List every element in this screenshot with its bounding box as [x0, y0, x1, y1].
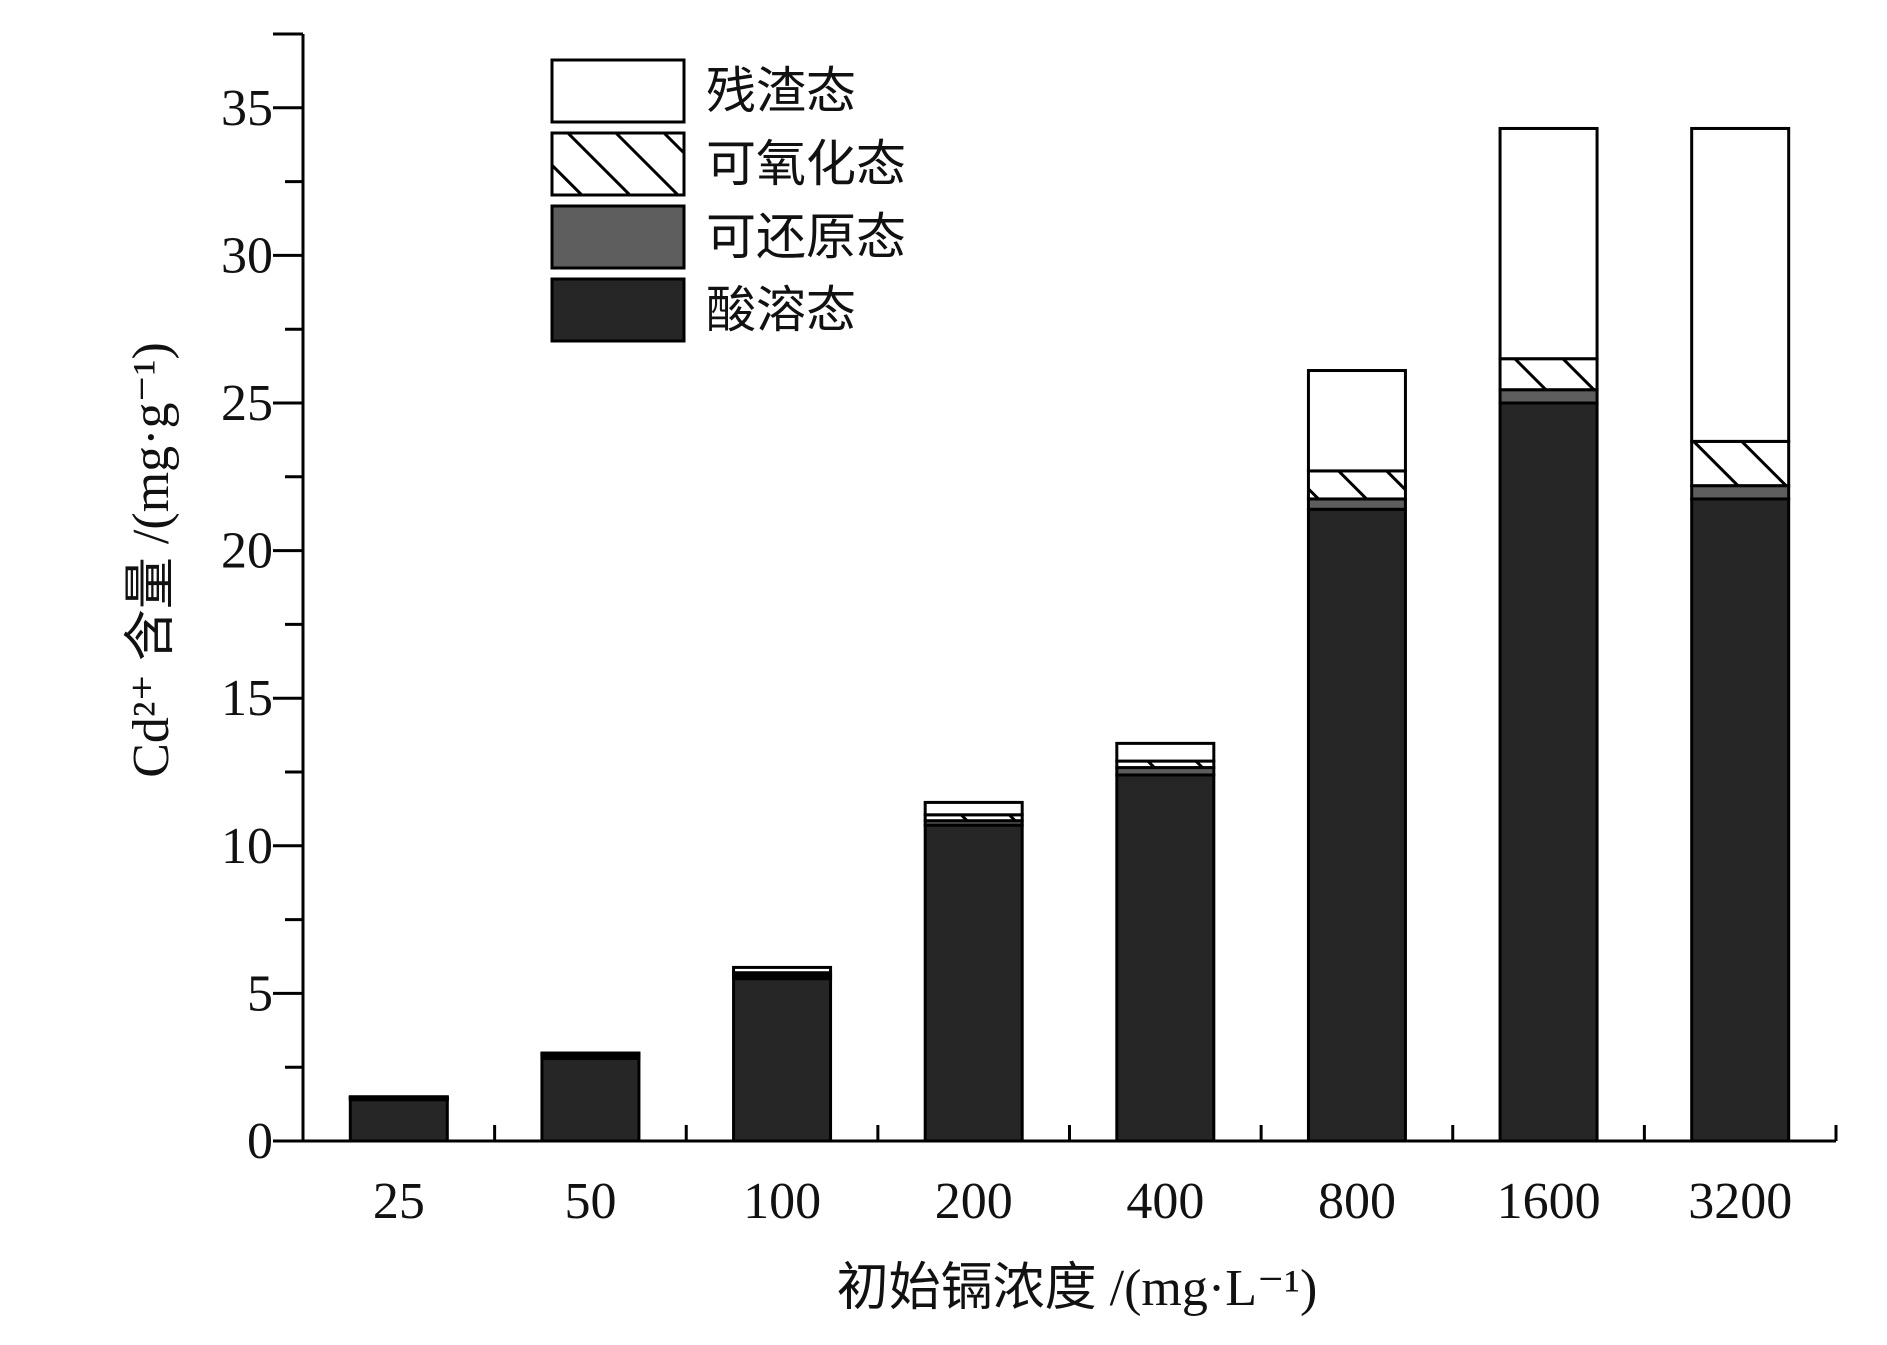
legend-label: 可还原态 — [706, 209, 906, 265]
bar-segment-0-400 — [1115, 773, 1216, 1143]
bar-segment-3-25 — [348, 1095, 449, 1100]
bar-segment-0-25 — [348, 1098, 449, 1143]
x-tick-label: 400 — [1126, 1173, 1204, 1230]
bar-segment-2-800 — [1306, 469, 1407, 501]
bar-segment-1-800 — [1306, 497, 1407, 511]
bar-segment-0-800 — [1306, 507, 1407, 1143]
y-axis-title: Cd²⁺ 含量 /(mg·g⁻¹) — [123, 342, 180, 778]
bar-segment-3-200 — [923, 800, 1024, 817]
x-tick-label: 3200 — [1688, 1173, 1792, 1230]
bar-segment-3-400 — [1115, 741, 1216, 763]
y-tick-label: 10 — [221, 818, 273, 875]
bar-segment-3-50 — [540, 1051, 641, 1056]
y-tick-label: 25 — [221, 375, 273, 432]
legend-label: 酸溶态 — [706, 282, 856, 338]
y-tick-label: 30 — [221, 227, 273, 284]
bar-segment-3-100 — [732, 965, 833, 975]
bar-segment-3-1600 — [1498, 126, 1599, 361]
x-tick-label: 100 — [743, 1173, 821, 1230]
bar-segment-0-50 — [540, 1056, 641, 1143]
x-tick-label: 25 — [373, 1173, 425, 1230]
x-axis-title: 初始镉浓度 /(mg·L⁻¹) — [837, 1260, 1318, 1317]
bar-segment-0-1600 — [1498, 401, 1599, 1143]
legend-label: 可氧化态 — [706, 136, 906, 192]
legend-label: 残渣态 — [706, 63, 856, 119]
y-tick-label: 15 — [221, 670, 273, 727]
bar-segment-1-1600 — [1498, 388, 1599, 405]
x-tick-label: 50 — [564, 1173, 616, 1230]
y-tick-label: 0 — [247, 1113, 273, 1170]
legend-swatch — [550, 58, 686, 124]
axes-group: 0 5 10 15 20 25 30 35 — [221, 32, 1838, 1170]
bar-segment-3-800 — [1306, 369, 1407, 473]
bars-group: 25 50 100 200 400 800 1600 3200 — [348, 126, 1792, 1230]
bar-segment-2-1600 — [1498, 357, 1599, 392]
bar-segment-0-3200 — [1690, 497, 1791, 1143]
bar-segment-1-3200 — [1690, 484, 1791, 501]
bar-segment-0-200 — [923, 823, 1024, 1143]
y-tick-label: 5 — [247, 965, 273, 1022]
bar-segment-3-3200 — [1690, 126, 1791, 443]
legend-swatch — [550, 277, 686, 343]
bar-segment-2-3200 — [1690, 439, 1791, 488]
x-tick-label: 1600 — [1497, 1173, 1601, 1230]
x-tick-label: 200 — [935, 1173, 1013, 1230]
bar-segment-0-100 — [732, 977, 833, 1143]
y-tick-label: 35 — [221, 80, 273, 137]
y-tick-label: 20 — [221, 523, 273, 580]
x-tick-label: 800 — [1318, 1173, 1396, 1230]
legend-swatch — [550, 131, 686, 197]
legend-swatch — [550, 204, 686, 270]
